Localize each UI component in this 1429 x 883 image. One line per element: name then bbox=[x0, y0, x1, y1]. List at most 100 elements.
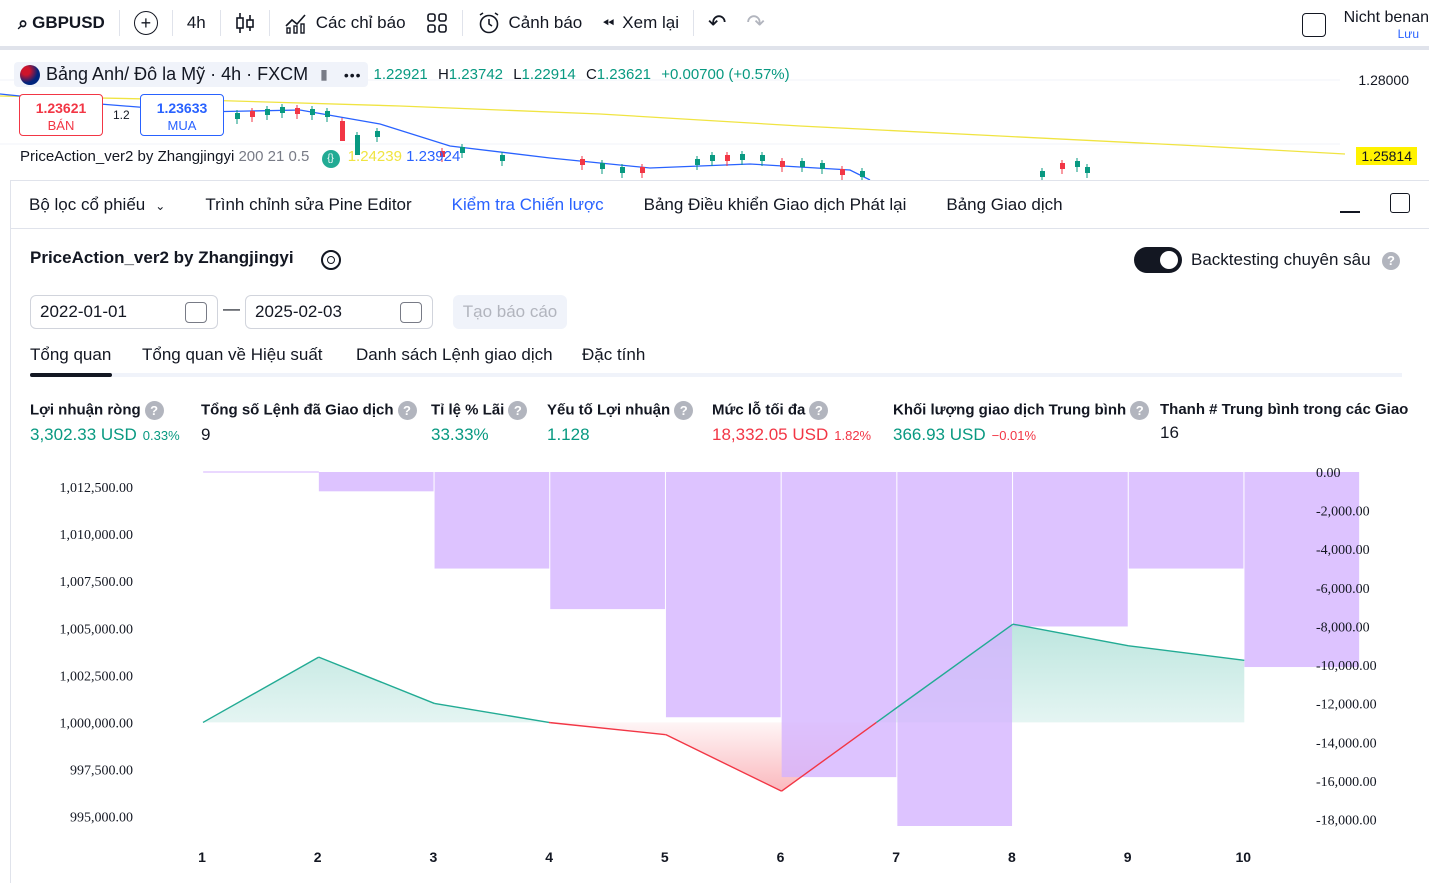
help-icon[interactable]: ? bbox=[674, 401, 694, 420]
help-icon[interactable]: ? bbox=[1382, 252, 1400, 270]
metric-label: Thanh # Trung bình trong các Giao bbox=[1160, 401, 1409, 418]
tab-stock-screener[interactable]: Bộ lọc cổ phiếu ⌄ bbox=[29, 195, 165, 215]
equity-line bbox=[1012, 623, 1129, 647]
candle bbox=[695, 159, 700, 165]
equity-line bbox=[318, 656, 435, 705]
generate-report-button[interactable]: Tạo báo cáo bbox=[453, 295, 567, 329]
layout-name: Nicht benan bbox=[1343, 9, 1429, 26]
symbol-legend-button[interactable]: Bảng Anh/ Đô la Mỹ · 4h · FXCM ▮ ••• bbox=[14, 62, 368, 87]
left-axis-tick: 1,010,000.00 bbox=[60, 528, 134, 543]
ohlc-open: 1.22921 bbox=[373, 66, 428, 83]
subtab-track bbox=[30, 373, 1402, 377]
toolbar-divider bbox=[461, 10, 463, 36]
subtab-performance[interactable]: Tổng quan về Hiệu suất bbox=[142, 345, 323, 364]
help-icon[interactable]: ? bbox=[144, 401, 164, 420]
yellow-ma-line bbox=[0, 95, 1346, 155]
equity-line bbox=[550, 721, 666, 736]
subtab-properties[interactable]: Đặc tính bbox=[582, 345, 646, 364]
ohlc-high-label: H bbox=[437, 66, 449, 83]
date-to-input[interactable]: 2025-02-03 bbox=[245, 295, 433, 329]
buy-label: MUA bbox=[167, 118, 197, 133]
sell-button[interactable]: 1.23621 BÁN bbox=[19, 94, 103, 136]
layout-name-button[interactable]: Nicht benan Lưu bbox=[1344, 9, 1429, 41]
right-axis-tick: -10,000.00 bbox=[1316, 659, 1377, 674]
tab-pine-editor[interactable]: Trình chỉnh sửa Pine Editor bbox=[205, 194, 412, 214]
candle bbox=[1060, 163, 1065, 169]
interval-button[interactable]: 4h bbox=[186, 13, 206, 32]
alarm-clock-icon bbox=[479, 12, 498, 34]
compare-button[interactable]: + bbox=[124, 0, 168, 48]
sell-label: BÁN bbox=[47, 118, 75, 133]
indicators-button[interactable]: Các chỉ báo bbox=[274, 0, 416, 48]
chart-type-button[interactable] bbox=[225, 0, 265, 48]
buy-price: 1.23633 bbox=[156, 100, 208, 116]
tab-replay-trading[interactable]: Bảng Điều khiển Giao dịch Phát lại bbox=[643, 194, 907, 214]
help-icon[interactable]: ? bbox=[397, 401, 417, 420]
select-checkbox[interactable] bbox=[1301, 13, 1326, 37]
price-chart[interactable]: Bảng Anh/ Đô la Mỹ · 4h · FXCM ▮ ••• 1.2… bbox=[0, 54, 1429, 180]
right-axis-tick: -4,000.00 bbox=[1316, 543, 1370, 558]
tab-strategy-tester[interactable]: Kiểm tra Chiến lược bbox=[451, 194, 604, 214]
tab-trading-panel[interactable]: Bảng Giao dịch bbox=[946, 194, 1063, 214]
layouts-button[interactable] bbox=[416, 0, 458, 48]
x-axis-tick: 10 bbox=[1236, 849, 1252, 865]
candle bbox=[710, 155, 715, 161]
maximize-icon[interactable] bbox=[1390, 193, 1410, 213]
buy-button[interactable]: 1.23633 MUA bbox=[140, 94, 224, 136]
metric-value: 366.93 USD bbox=[893, 425, 986, 444]
equity-chart[interactable]: 1,012,500.00 1,010,000.00 1,007,500.00 1,00… bbox=[11, 181, 1429, 883]
candle bbox=[840, 169, 845, 175]
date-range-separator: — bbox=[223, 299, 240, 318]
calendar-icon[interactable] bbox=[400, 302, 422, 323]
candle bbox=[820, 163, 825, 169]
redo-button[interactable]: ↷ bbox=[736, 0, 774, 48]
candle bbox=[725, 155, 730, 161]
symbol-search-button[interactable]: ⌕ GBPUSD bbox=[0, 0, 115, 48]
indicator-legend[interactable]: PriceAction_ver2 by Zhangjingyi 200 21 0… bbox=[20, 148, 460, 168]
help-icon[interactable]: ? bbox=[809, 401, 829, 420]
candle bbox=[500, 155, 505, 161]
metric-value: 18,332.05 USD bbox=[712, 425, 829, 444]
settings-gear-icon[interactable] bbox=[321, 250, 341, 270]
calendar-icon[interactable] bbox=[185, 302, 207, 323]
indicator-value-1: 1.24239 bbox=[347, 148, 402, 165]
drawdown-bar bbox=[1128, 472, 1244, 569]
help-icon[interactable]: ? bbox=[1130, 401, 1150, 420]
subtab-active-indicator bbox=[30, 373, 112, 377]
ohlc-change: +0.00700 (+0.57%) bbox=[661, 66, 790, 83]
indicator-value-2: 1.23924 bbox=[406, 148, 461, 165]
candles-group bbox=[235, 104, 1090, 180]
drawdown-bar bbox=[897, 472, 1013, 826]
replay-label: Xem lại bbox=[622, 13, 679, 32]
help-icon[interactable]: ? bbox=[508, 401, 528, 420]
date-from-input[interactable]: 2022-01-01 bbox=[30, 295, 218, 329]
report-subtabs: Tổng quan Tổng quan về Hiệu suất Danh sá… bbox=[11, 341, 1429, 377]
chevron-down-icon: ⌄ bbox=[155, 198, 166, 213]
minimize-icon[interactable] bbox=[1340, 211, 1360, 213]
search-icon: ⌕ bbox=[18, 12, 29, 33]
loading-icon: {} bbox=[321, 150, 340, 168]
equity-line bbox=[202, 656, 320, 724]
candles-icon bbox=[235, 13, 254, 33]
left-axis-tick: 997,500.00 bbox=[70, 764, 133, 779]
subtab-trades-list[interactable]: Danh sách Lệnh giao dịch bbox=[356, 345, 553, 364]
indicators-label: Các chỉ báo bbox=[315, 13, 406, 32]
undo-button[interactable]: ↶ bbox=[698, 0, 736, 48]
more-icon[interactable]: ••• bbox=[343, 66, 362, 83]
deep-backtest-toggle[interactable] bbox=[1134, 247, 1182, 273]
metric-label: Lợi nhuận ròng bbox=[30, 401, 141, 419]
subtab-overview[interactable]: Tổng quan bbox=[30, 345, 112, 364]
drawdown-bar bbox=[1013, 472, 1128, 627]
metric-value: 9 bbox=[201, 425, 211, 444]
right-axis-tick: -14,000.00 bbox=[1316, 736, 1377, 751]
metric-profit-factor: Yếu tố Lợi nhuận? 1.128 bbox=[547, 401, 694, 445]
candle bbox=[780, 161, 785, 167]
price-axis-label: 1.28000 bbox=[1358, 72, 1409, 88]
left-axis-tick: 1,005,000.00 bbox=[60, 622, 134, 637]
replay-button[interactable]: ⏪︎ Xem lại bbox=[592, 0, 689, 48]
drawdown-bar bbox=[1244, 472, 1360, 668]
bottom-panel: Bộ lọc cổ phiếu ⌄ Trình chỉnh sửa Pine Ed… bbox=[10, 180, 1429, 883]
alerts-button[interactable]: Cảnh báo bbox=[467, 0, 593, 48]
redo-icon: ↷ bbox=[746, 10, 765, 35]
drawdown-bar bbox=[318, 472, 434, 492]
